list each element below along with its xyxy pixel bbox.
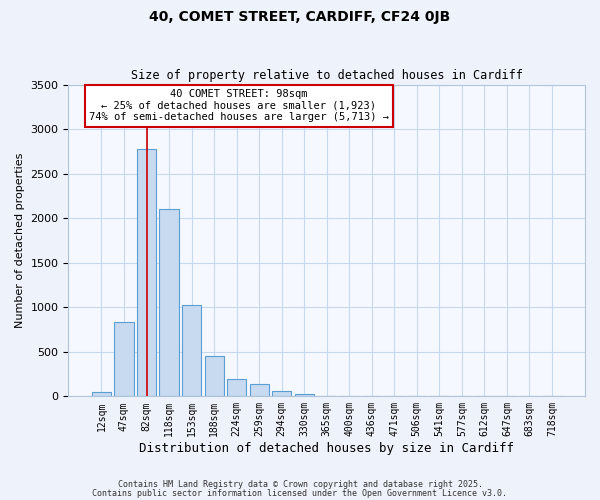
Bar xyxy=(115,322,134,396)
Title: Size of property relative to detached houses in Cardiff: Size of property relative to detached ho… xyxy=(131,69,523,82)
Bar xyxy=(160,210,179,396)
Bar xyxy=(272,392,291,396)
Bar xyxy=(137,148,156,396)
Bar xyxy=(182,304,201,396)
Text: Contains public sector information licensed under the Open Government Licence v3: Contains public sector information licen… xyxy=(92,488,508,498)
Bar xyxy=(295,394,314,396)
Bar xyxy=(227,378,246,396)
Text: Contains HM Land Registry data © Crown copyright and database right 2025.: Contains HM Land Registry data © Crown c… xyxy=(118,480,482,489)
Text: 40 COMET STREET: 98sqm
← 25% of detached houses are smaller (1,923)
74% of semi-: 40 COMET STREET: 98sqm ← 25% of detached… xyxy=(89,89,389,122)
Text: 40, COMET STREET, CARDIFF, CF24 0JB: 40, COMET STREET, CARDIFF, CF24 0JB xyxy=(149,10,451,24)
Bar xyxy=(205,356,224,397)
Bar xyxy=(250,384,269,396)
Bar xyxy=(92,392,111,396)
X-axis label: Distribution of detached houses by size in Cardiff: Distribution of detached houses by size … xyxy=(139,442,514,455)
Y-axis label: Number of detached properties: Number of detached properties xyxy=(15,153,25,328)
